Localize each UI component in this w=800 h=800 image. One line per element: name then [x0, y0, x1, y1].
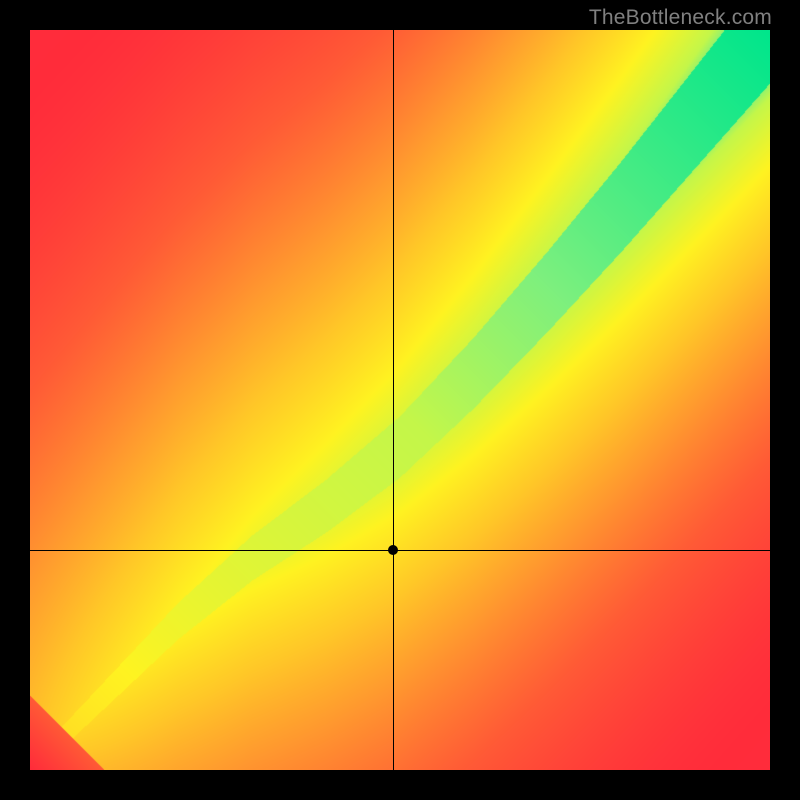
- crosshair-vertical: [393, 30, 394, 770]
- crosshair-horizontal: [30, 550, 770, 551]
- watermark-text: TheBottleneck.com: [589, 6, 772, 30]
- bottleneck-heatmap: [30, 30, 770, 770]
- selection-marker: [388, 545, 398, 555]
- heatmap-canvas: [30, 30, 770, 770]
